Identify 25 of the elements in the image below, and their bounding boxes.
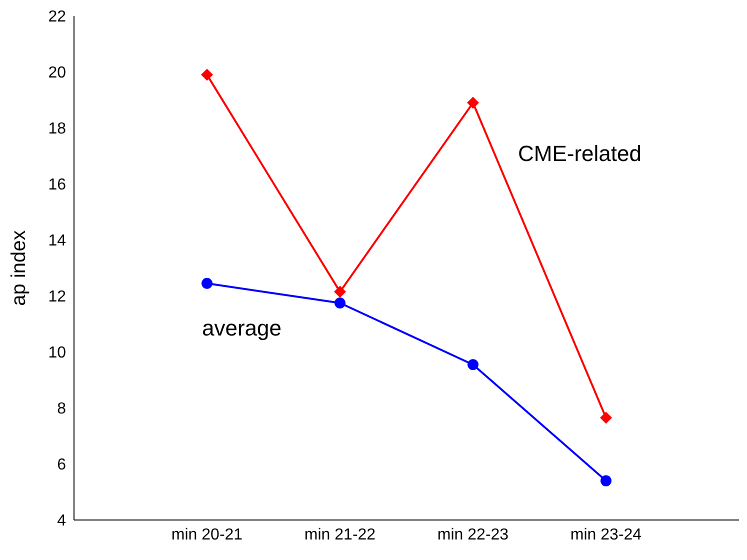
y-tick-label: 4 bbox=[57, 512, 66, 530]
point bbox=[600, 475, 612, 486]
point bbox=[334, 298, 346, 308]
y-tick-label: 14 bbox=[48, 232, 66, 250]
y-tick-label: 18 bbox=[48, 120, 66, 138]
y-axis-title: ap index bbox=[8, 230, 30, 306]
point bbox=[202, 278, 212, 289]
point bbox=[201, 68, 213, 81]
x-tick-label: min 22-23 bbox=[437, 526, 509, 544]
y-tick-label: 8 bbox=[57, 400, 66, 418]
point bbox=[467, 96, 479, 109]
point bbox=[600, 412, 612, 424]
series-label: CME-related bbox=[518, 140, 642, 166]
x-tick-label: min 23-24 bbox=[570, 526, 642, 544]
y-tick-label: 10 bbox=[48, 344, 66, 362]
y-tick-label: 22 bbox=[48, 8, 66, 26]
y-tick-label: 20 bbox=[48, 64, 66, 82]
y-tick-label: 16 bbox=[48, 176, 66, 194]
point bbox=[468, 359, 478, 370]
point bbox=[334, 286, 346, 298]
x-tick-label: min 21-22 bbox=[304, 526, 376, 544]
y-tick-label: 12 bbox=[48, 288, 66, 306]
series-label: average bbox=[202, 315, 282, 340]
x-tick-label: min 20-21 bbox=[171, 526, 243, 544]
y-tick-label: 6 bbox=[57, 456, 66, 474]
